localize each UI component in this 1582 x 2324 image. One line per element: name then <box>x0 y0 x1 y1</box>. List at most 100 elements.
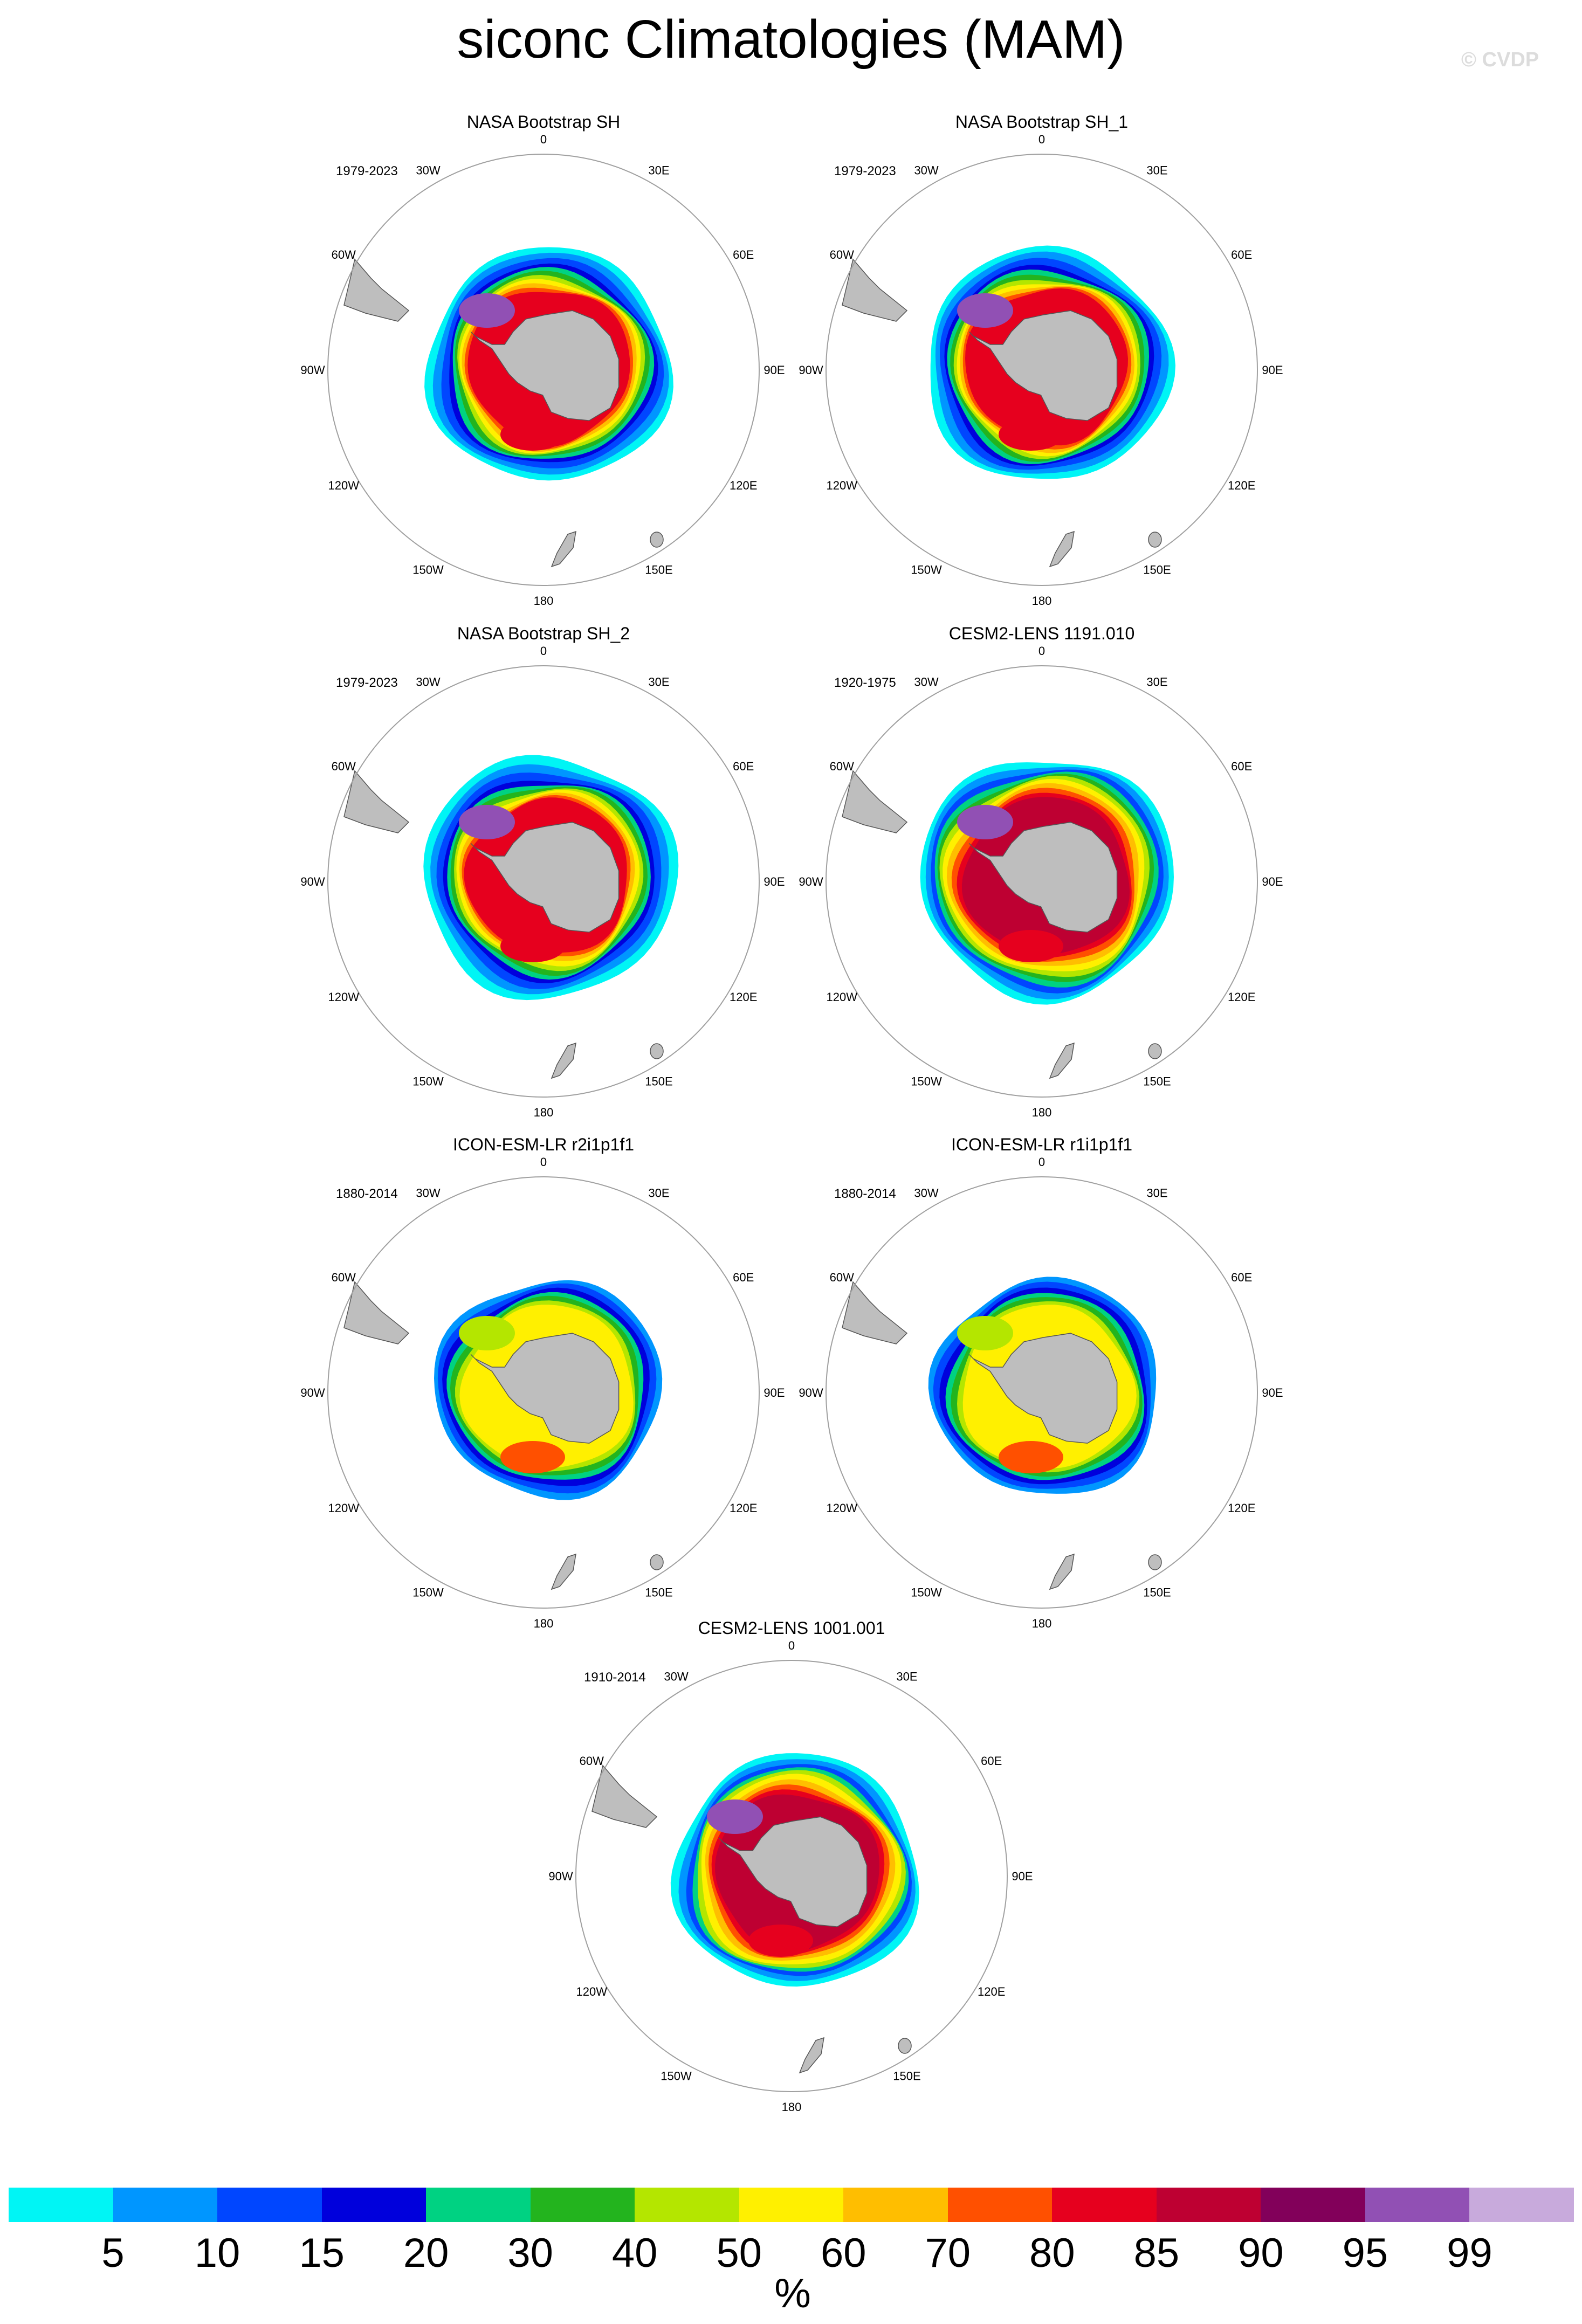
panel-title: NASA Bootstrap SH_1 <box>955 112 1129 132</box>
longitude-label: 60W <box>830 760 854 773</box>
weddell-ice <box>707 1799 763 1834</box>
colorbar-box <box>1156 2188 1261 2222</box>
colorbar-tick-label: 15 <box>299 2230 345 2276</box>
longitude-label: 150E <box>645 1075 672 1088</box>
polar-map: 0 30E 60E 90E 120E 150E 180 150W 120W 90W 60W 30W <box>300 644 785 1119</box>
longitude-label: 30E <box>1146 1186 1167 1199</box>
longitude-label: 150E <box>1143 563 1171 577</box>
panel-period: 1979-2023 <box>834 164 896 178</box>
antarctica-land <box>470 310 620 421</box>
longitude-label: 30W <box>664 1670 688 1683</box>
colorbar-tick-label: 70 <box>925 2230 971 2276</box>
longitude-label: 120W <box>827 990 858 1004</box>
longitude-label: 30E <box>1146 163 1167 177</box>
longitude-label: 90W <box>300 1386 325 1399</box>
colorbar-box <box>1052 2188 1157 2222</box>
panel-title: CESM2-LENS 1191.010 <box>948 624 1135 643</box>
map-panel: NASA Bootstrap SH 1979-2023 0 30E 60E 90E 120E… <box>274 111 921 608</box>
panel-title: CESM2-LENS 1001.001 <box>698 1618 885 1638</box>
tasmania-land <box>1148 1554 1162 1570</box>
longitude-label: 60E <box>981 1754 1002 1768</box>
colorbar-tick-label: 5 <box>101 2230 125 2276</box>
longitude-label: 30E <box>896 1670 917 1683</box>
colorbar-box <box>113 2188 218 2222</box>
new-zealand-land <box>551 1042 576 1079</box>
longitude-label: 150W <box>911 563 942 577</box>
longitude-label: 90E <box>1262 1386 1283 1399</box>
colorbar-box <box>9 2188 114 2222</box>
longitude-label: 0 <box>540 1155 547 1169</box>
longitude-label: 90E <box>1012 1870 1033 1883</box>
map-panel: CESM2-LENS 1191.010 1920-1975 0 30E 60E 90E 12… <box>772 623 1419 1119</box>
longitude-label: 90E <box>764 875 785 888</box>
panel-period: 1979-2023 <box>336 675 398 690</box>
colorbar-tick-label: 10 <box>194 2230 240 2276</box>
panel-period: 1880-2014 <box>834 1187 896 1201</box>
longitude-label: 120W <box>827 1501 858 1515</box>
panel-title: NASA Bootstrap SH_2 <box>457 624 630 643</box>
weddell-ice <box>957 805 1013 839</box>
weddell-ice <box>459 805 515 839</box>
south-america-land <box>842 770 908 833</box>
colorbar-tick-label: 30 <box>507 2230 553 2276</box>
longitude-label: 0 <box>1038 644 1045 658</box>
map-panel: CESM2-LENS 1001.001 1910-2014 0 30E 60E 90E 12… <box>522 1617 1169 2114</box>
tasmania-land <box>650 1043 664 1059</box>
polar-map: 0 30E 60E 90E 120E 150E 180 150W 120W 90W 60W 30W <box>548 1639 1033 2114</box>
longitude-label: 180 <box>534 1617 554 1630</box>
south-america-land <box>842 1281 908 1344</box>
longitude-label: 30W <box>914 675 938 688</box>
weddell-ice <box>957 1316 1013 1350</box>
colorbar-tick-label: 85 <box>1133 2230 1180 2276</box>
longitude-label: 150W <box>412 1586 444 1599</box>
panel-period: 1880-2014 <box>336 1187 398 1201</box>
longitude-label: 120W <box>328 1501 360 1515</box>
panel-period: 1979-2023 <box>336 164 398 178</box>
colorbar-box <box>1469 2188 1574 2222</box>
longitude-label: 60W <box>830 1271 854 1284</box>
longitude-label: 90W <box>799 363 823 377</box>
longitude-label: 60W <box>332 1271 356 1284</box>
longitude-label: 120W <box>576 1985 608 1998</box>
longitude-label: 60W <box>580 1754 604 1768</box>
colorbar-box <box>843 2188 948 2222</box>
ross-ice <box>500 1441 565 1473</box>
tasmania-land <box>1148 1043 1162 1059</box>
colorbar <box>9 2188 1574 2222</box>
longitude-label: 30E <box>648 675 669 688</box>
longitude-label: 0 <box>788 1639 795 1652</box>
longitude-label: 90W <box>300 875 325 888</box>
antarctica-land <box>718 1816 868 1927</box>
longitude-label: 0 <box>1038 133 1045 146</box>
map-panel: NASA Bootstrap SH_1 1979-2023 0 30E 60E 90E 12… <box>772 111 1419 608</box>
map-boundary <box>575 1660 1008 2092</box>
longitude-label: 180 <box>534 594 554 608</box>
south-america-land <box>591 1764 658 1828</box>
weddell-ice <box>957 293 1013 328</box>
longitude-label: 120E <box>1228 990 1255 1004</box>
colorbar-tick-label: 90 <box>1238 2230 1284 2276</box>
new-zealand-land <box>1049 1553 1075 1590</box>
longitude-label: 150E <box>1143 1075 1171 1088</box>
south-america-land <box>343 258 410 322</box>
ross-ice <box>500 418 565 451</box>
panel-title: NASA Bootstrap SH <box>466 112 621 132</box>
antarctica-land <box>968 310 1118 421</box>
colorbar-box <box>947 2188 1053 2222</box>
longitude-label: 90E <box>764 363 785 377</box>
longitude-label: 90E <box>1262 875 1283 888</box>
longitude-label: 0 <box>1038 1155 1045 1169</box>
south-america-land <box>343 1281 410 1344</box>
colorbar-tick-label: 50 <box>716 2230 762 2276</box>
longitude-label: 90W <box>799 875 823 888</box>
longitude-label: 180 <box>782 2100 802 2114</box>
colorbar-tick-label: 20 <box>403 2230 449 2276</box>
ross-ice <box>999 1441 1063 1473</box>
colorbar-units: % <box>774 2271 811 2316</box>
longitude-label: 30W <box>914 163 938 177</box>
longitude-label: 30E <box>648 1186 669 1199</box>
longitude-label: 90E <box>764 1386 785 1399</box>
map-panel: ICON-ESM-LR r2i1p1f1 1880-2014 0 30E 60E 90E 1… <box>274 1134 921 1630</box>
longitude-label: 0 <box>540 644 547 658</box>
ross-ice <box>999 930 1063 962</box>
